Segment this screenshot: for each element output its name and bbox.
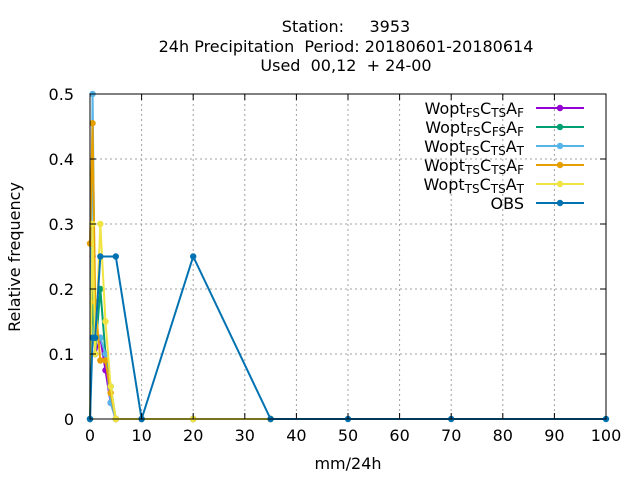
legend-entry-5: WoptTSCTSAT (424, 175, 584, 196)
series-6 (86, 253, 610, 423)
series-point (102, 357, 109, 364)
series-line (89, 223, 271, 420)
series-point (97, 253, 104, 260)
tick-labels: 0 10 20 30 40 50 60 70 80 90 100 0 0.1 0.2 0.3 0.4 0.5 (49, 85, 622, 445)
title-line-2: 24h Precipitation Period: 20180601-20180… (159, 37, 534, 56)
x-tick-label: 90 (544, 426, 564, 445)
legend-marker (556, 104, 564, 112)
legend-entry-6: OBS (491, 194, 584, 213)
legend-marker (556, 199, 564, 207)
legend-entry-3: WoptFSCTSAT (424, 137, 584, 158)
series-line (89, 123, 271, 420)
y-tick-label: 0.2 (49, 280, 74, 299)
axis-ticks (89, 93, 607, 420)
legend-entry-1: WoptFSCTSAF (425, 99, 584, 120)
x-tick-label: 20 (183, 426, 203, 445)
y-tick-label: 0 (64, 410, 74, 429)
legend-label: WoptTSCTSAT (424, 175, 525, 196)
legend-label: OBS (491, 194, 524, 213)
title-line-3: Used 00,12 + 24-00 (260, 56, 431, 75)
series-point (112, 253, 120, 260)
x-tick-label: 60 (389, 426, 409, 445)
legend-marker (556, 180, 564, 188)
legend-label: WoptFSCFSAF (425, 118, 524, 139)
y-axis-label: Relative frequency (5, 182, 24, 332)
legend: WoptFSCTSAFWoptFSCFSAFWoptFSCTSATWoptTSC… (424, 99, 584, 213)
series-1 (86, 253, 274, 423)
series-point (97, 220, 104, 228)
x-tick-label: 40 (286, 426, 306, 445)
x-axis-label: mm/24h (314, 454, 381, 473)
y-tick-label: 0.4 (49, 150, 74, 169)
series-point (97, 357, 104, 364)
legend-marker (556, 161, 564, 169)
legend-entry-4: WoptTSCTSAF (424, 156, 584, 177)
x-tick-label: 80 (493, 426, 513, 445)
grid (90, 94, 606, 419)
series-point (91, 334, 99, 341)
series-line (89, 256, 271, 420)
title-line-1: Station: 3953 (282, 17, 410, 36)
legend-label: WoptFSCTSAF (425, 99, 525, 120)
y-tick-label: 0.1 (49, 345, 74, 364)
series-point (102, 318, 109, 325)
legend-entry-2: WoptFSCFSAF (425, 118, 584, 139)
series-point (190, 253, 197, 260)
x-tick-label: 100 (591, 426, 622, 445)
series-4 (86, 120, 274, 423)
series-point (89, 120, 96, 127)
x-tick-label: 0 (85, 426, 95, 445)
y-tick-label: 0.5 (49, 85, 74, 104)
legend-marker (556, 142, 564, 150)
chart-title: Station: 3953 24h Precipitation Period: … (159, 17, 534, 75)
series-5 (86, 220, 274, 423)
x-tick-label: 50 (338, 426, 358, 445)
legend-label: WoptFSCTSAT (424, 137, 525, 158)
legend-label: WoptTSCTSAF (424, 156, 524, 177)
x-tick-label: 30 (235, 426, 255, 445)
legend-marker (556, 123, 564, 131)
x-tick-label: 10 (131, 426, 151, 445)
x-tick-label: 70 (441, 426, 461, 445)
y-tick-label: 0.3 (49, 215, 74, 234)
series-point (107, 383, 114, 390)
